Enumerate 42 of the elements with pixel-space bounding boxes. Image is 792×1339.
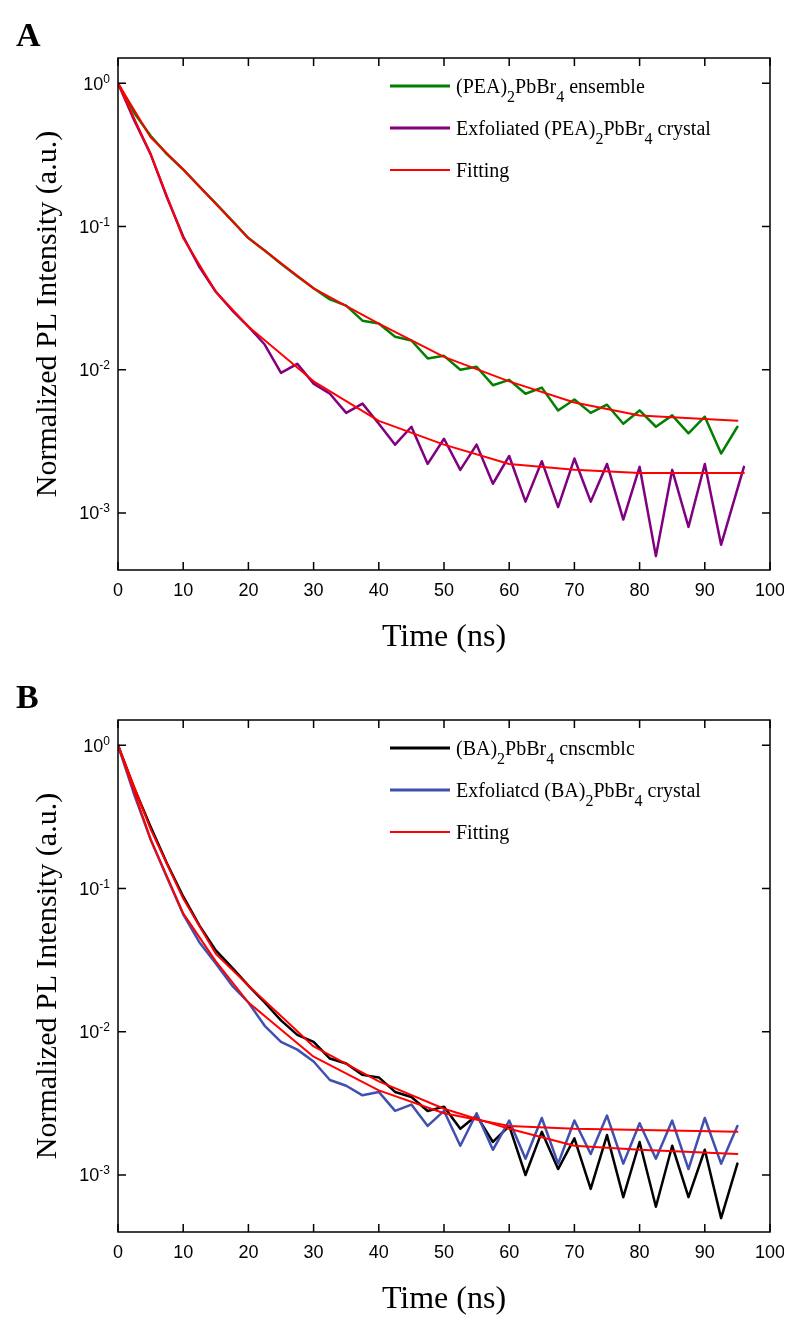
x-tick-label: 30	[303, 580, 324, 600]
y-tick-label: 10$^{-3}$	[79, 501, 111, 524]
y-tick-label: 10$^{-2}$	[79, 1020, 111, 1043]
x-tick-label: 70	[564, 1242, 585, 1262]
y-tick-label: 10$^{-2}$	[79, 358, 111, 381]
x-tick-label: 30	[303, 1242, 324, 1262]
x-tick-label: 70	[564, 580, 585, 600]
x-tick-label: 100	[754, 1242, 786, 1262]
y-tick-label: 10$^{0}$	[83, 71, 111, 94]
legend-label: Fitting	[456, 821, 510, 844]
x-tick-label: 90	[694, 1242, 715, 1262]
y-axis-title: Normalized PL Intensity (a.u.)	[29, 130, 63, 498]
x-tick-label: 100	[754, 580, 786, 600]
x-tick-label: 0	[112, 580, 124, 600]
x-tick-label: 0	[112, 1242, 124, 1262]
x-tick-label: 50	[433, 1242, 455, 1262]
x-tick-label: 60	[499, 580, 520, 600]
x-tick-label: 20	[238, 1242, 259, 1262]
x-tick-label: 80	[629, 580, 650, 600]
y-tick-label: 10$^{-3}$	[79, 1163, 111, 1186]
x-tick-label: 10	[173, 580, 194, 600]
x-axis-title: Time (ns)	[381, 1279, 507, 1315]
y-tick-label: 10$^{-1}$	[79, 876, 111, 899]
y-tick-label: 10$^{-1}$	[79, 214, 111, 237]
x-tick-label: 10	[173, 1242, 194, 1262]
x-axis-title: Time (ns)	[381, 617, 507, 653]
legend-label: (PEA)$_{2}$PbBr$_{4}$ ensemble	[456, 75, 645, 105]
x-tick-label: 40	[368, 1242, 389, 1262]
legend-label: Exfoliatcd (BA)$_{2}$PbBr$_{4}$ crystal	[456, 779, 702, 809]
legend-label: (BA)$_{2}$PbBr$_{4}$ cnscmblc	[456, 737, 635, 767]
x-tick-label: 40	[368, 580, 389, 600]
x-tick-label: 60	[499, 1242, 520, 1262]
chart-title: B	[16, 678, 39, 715]
legend-label: Exfoliated (PEA)$_{2}$PbBr$_{4}$ crystal	[456, 117, 712, 147]
x-tick-label: 80	[629, 1242, 650, 1262]
x-tick-label: 90	[694, 580, 715, 600]
x-tick-label: 20	[238, 580, 259, 600]
x-tick-label: 50	[433, 580, 455, 600]
y-tick-label: 10$^{0}$	[83, 733, 111, 756]
legend-label: Fitting	[456, 159, 510, 182]
y-axis-title: Normalized PL Intensity (a.u.)	[29, 792, 63, 1160]
chart-title: A	[16, 16, 41, 53]
